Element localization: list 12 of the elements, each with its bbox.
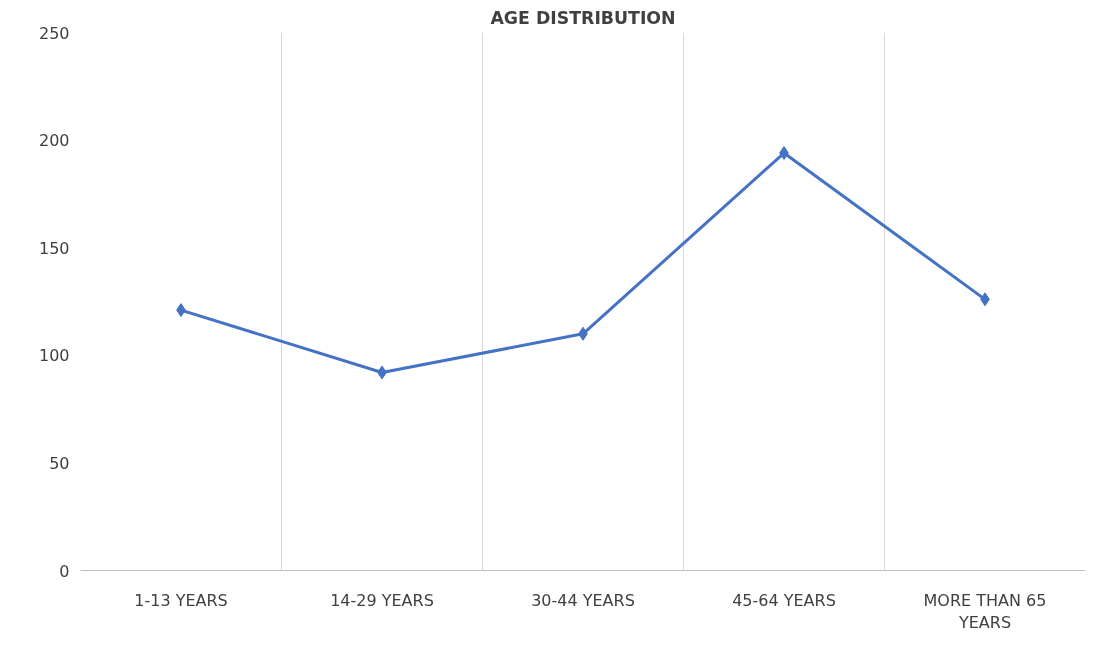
- y-tick-label: 0: [59, 561, 70, 581]
- x-tick-label: MORE THAN 65 YEARS: [923, 590, 1047, 633]
- y-tick-label: 100: [38, 346, 70, 366]
- chart-title: AGE DISTRIBUTION: [490, 7, 676, 28]
- x-tick-label: 30-44 YEARS: [531, 590, 635, 610]
- x-tick-label: 45-64 YEARS: [732, 590, 836, 610]
- x-tick-label: 1-13 YEARS: [134, 590, 228, 610]
- y-tick-label: 50: [49, 453, 70, 473]
- y-tick-label: 150: [38, 238, 70, 258]
- y-tick-label: 200: [38, 131, 70, 151]
- x-tick-label: 14-29 YEARS: [330, 590, 434, 610]
- y-tick-label: 250: [38, 23, 70, 43]
